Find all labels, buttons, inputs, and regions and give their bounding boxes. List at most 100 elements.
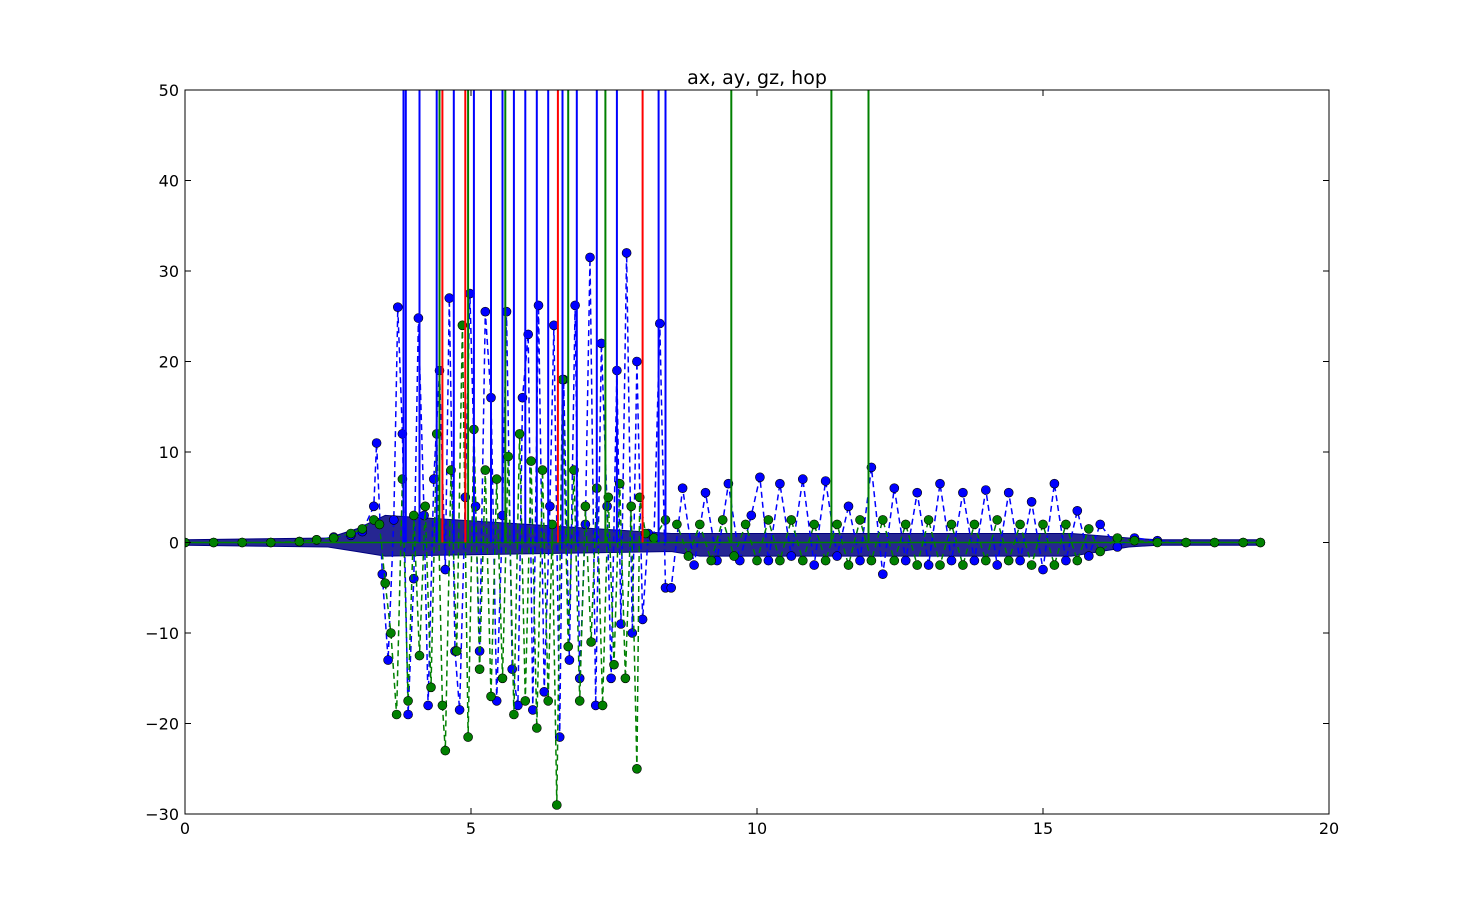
ax-point bbox=[970, 556, 979, 565]
ay-point bbox=[958, 561, 967, 570]
ay-point bbox=[1084, 524, 1093, 533]
y-tick-label: 50 bbox=[159, 81, 179, 100]
ax-point bbox=[1016, 556, 1025, 565]
ay-point bbox=[981, 556, 990, 565]
x-tick-label: 15 bbox=[1033, 819, 1053, 838]
ay-point bbox=[844, 561, 853, 570]
ax-point bbox=[890, 484, 899, 493]
ay-point bbox=[392, 710, 401, 719]
ax-point bbox=[445, 294, 454, 303]
ax-point bbox=[655, 319, 664, 328]
ay-point bbox=[492, 475, 501, 484]
y-tick-label: 0 bbox=[169, 534, 179, 553]
ay-point bbox=[464, 733, 473, 742]
ax-point bbox=[1084, 552, 1093, 561]
ay-point bbox=[1050, 561, 1059, 570]
ay-point bbox=[475, 665, 484, 674]
ax-point bbox=[936, 479, 945, 488]
ay-point bbox=[438, 701, 447, 710]
ax-point bbox=[389, 515, 398, 524]
ax-point bbox=[913, 488, 922, 497]
ay-point bbox=[532, 724, 541, 733]
ay-point bbox=[375, 520, 384, 529]
ax-point bbox=[924, 561, 933, 570]
plot-area bbox=[185, 90, 1329, 814]
chart-title: ax, ay, gz, hop bbox=[687, 67, 827, 89]
ay-point bbox=[970, 520, 979, 529]
y-tick-label: −30 bbox=[145, 805, 179, 824]
ax-point bbox=[1113, 543, 1122, 552]
ay-point bbox=[1130, 536, 1139, 545]
ay-point bbox=[386, 629, 395, 638]
ay-point bbox=[764, 515, 773, 524]
ax-point bbox=[901, 556, 910, 565]
ay-point bbox=[924, 515, 933, 524]
ay-point bbox=[598, 701, 607, 710]
ax-point bbox=[755, 473, 764, 482]
ax-point bbox=[764, 556, 773, 565]
ay-point bbox=[878, 515, 887, 524]
ay-point bbox=[821, 556, 830, 565]
y-tick-label: 30 bbox=[159, 262, 179, 281]
ax-point bbox=[810, 561, 819, 570]
ay-point bbox=[575, 696, 584, 705]
ax-point bbox=[628, 629, 637, 638]
ay-point bbox=[1073, 556, 1082, 565]
ax-point bbox=[1004, 488, 1013, 497]
ay-point bbox=[521, 696, 530, 705]
ay-point bbox=[936, 561, 945, 570]
ay-point bbox=[404, 696, 413, 705]
x-tick-label: 0 bbox=[180, 819, 190, 838]
ay-point bbox=[993, 515, 1002, 524]
ax-point bbox=[586, 253, 595, 262]
ay-point bbox=[329, 534, 338, 543]
ay-point bbox=[527, 457, 536, 466]
ax-point bbox=[958, 488, 967, 497]
ax-point bbox=[787, 552, 796, 561]
ay-point bbox=[481, 466, 490, 475]
ax-point bbox=[384, 656, 393, 665]
ay-point bbox=[421, 502, 430, 511]
ax-point bbox=[775, 479, 784, 488]
ay-point bbox=[515, 429, 524, 438]
ay-point bbox=[544, 696, 553, 705]
ax-point bbox=[622, 248, 631, 257]
ax-point bbox=[690, 561, 699, 570]
ax-point bbox=[856, 556, 865, 565]
ax-point bbox=[798, 475, 807, 484]
ay-point bbox=[552, 801, 561, 810]
ay-point bbox=[730, 552, 739, 561]
ax-point bbox=[1096, 520, 1105, 529]
y-tick-label: −20 bbox=[145, 715, 179, 734]
ay-point bbox=[1027, 561, 1036, 570]
ay-point bbox=[621, 674, 630, 683]
ay-point bbox=[741, 520, 750, 529]
ax-point bbox=[369, 502, 378, 511]
ay-point bbox=[498, 674, 507, 683]
ax-point bbox=[455, 705, 464, 714]
ay-point bbox=[581, 502, 590, 511]
ax-point bbox=[603, 502, 612, 511]
ay-point bbox=[1113, 534, 1122, 543]
ay-point bbox=[901, 520, 910, 529]
ay-point bbox=[913, 561, 922, 570]
ay-point bbox=[1004, 556, 1013, 565]
ay-point bbox=[564, 642, 573, 651]
ay-point bbox=[947, 520, 956, 529]
ax-point bbox=[565, 656, 574, 665]
ay-point bbox=[672, 520, 681, 529]
ay-point bbox=[409, 511, 418, 520]
ay-point bbox=[509, 710, 518, 719]
ax-point bbox=[1039, 565, 1048, 574]
ax-point bbox=[981, 486, 990, 495]
ax-point bbox=[667, 583, 676, 592]
ay-point bbox=[718, 515, 727, 524]
ax-point bbox=[545, 502, 554, 511]
ax-point bbox=[632, 357, 641, 366]
ay-point bbox=[346, 529, 355, 538]
ax-point bbox=[555, 733, 564, 742]
ax-point bbox=[701, 488, 710, 497]
ay-point bbox=[890, 556, 899, 565]
ax-point bbox=[424, 701, 433, 710]
